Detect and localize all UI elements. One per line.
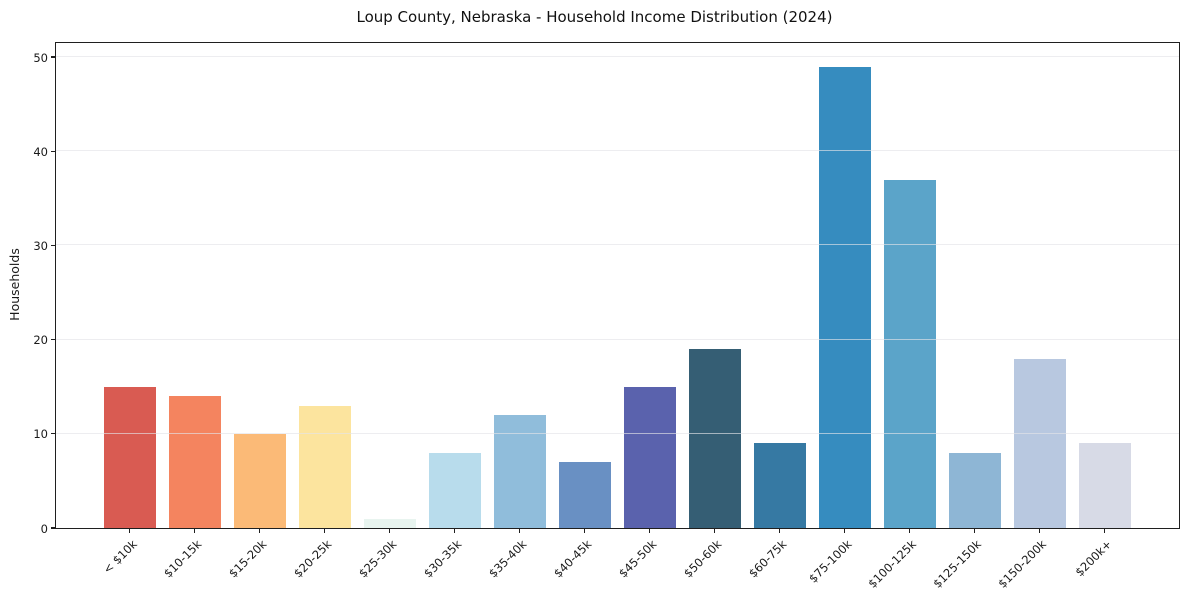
x-tick-label: $20-25k bbox=[290, 537, 335, 581]
x-tick-label: $75-100k bbox=[805, 537, 855, 586]
gridline-y50 bbox=[56, 56, 1179, 58]
x-tick-mark bbox=[193, 528, 196, 533]
x-tick-label: $125-150k bbox=[930, 537, 985, 590]
y-axis-label: Households bbox=[6, 248, 22, 321]
x-tick-label: < $10k bbox=[99, 537, 140, 577]
x-tick-label: $10-15k bbox=[160, 537, 205, 581]
y-tick-label: 10 bbox=[33, 427, 48, 442]
bar-$20-25k bbox=[298, 405, 351, 528]
x-tick-label: $25-30k bbox=[355, 537, 400, 581]
bar-$35-40k bbox=[493, 415, 546, 528]
x-tick-mark bbox=[1103, 528, 1106, 533]
x-tick-mark bbox=[388, 528, 391, 533]
bar-$40-45k bbox=[558, 462, 611, 528]
x-tick-label: $35-40k bbox=[485, 537, 530, 581]
bar-$50-60k bbox=[688, 349, 741, 528]
x-tick-label: $150-200k bbox=[995, 537, 1050, 590]
y-tick-mark bbox=[51, 433, 55, 435]
y-axis-label-wrap: Households bbox=[0, 42, 28, 527]
x-tick-mark bbox=[258, 528, 261, 533]
x-tick-mark bbox=[713, 528, 716, 533]
x-tick-mark bbox=[973, 528, 976, 533]
x-tick-label: $100-125k bbox=[865, 537, 920, 590]
plot-area: 0 10 20 30 40 50 < $10k $10-15k $15-20k $20-25k $2… bbox=[33, 42, 1180, 590]
y-tick-mark bbox=[51, 150, 55, 152]
y-tick-label: 30 bbox=[33, 238, 48, 253]
gridline-y40 bbox=[56, 150, 1179, 152]
y-tick-mark bbox=[51, 527, 55, 529]
bar-$30-35k bbox=[428, 452, 481, 528]
gridline-y30 bbox=[56, 244, 1179, 246]
y-tick-mark bbox=[51, 56, 55, 58]
x-tick-label: $40-45k bbox=[550, 537, 595, 581]
bar-$150-200k bbox=[1013, 358, 1066, 528]
x-tick-label: $15-20k bbox=[225, 537, 270, 581]
y-tick-label: 0 bbox=[40, 521, 48, 536]
y-tick-mark bbox=[51, 244, 55, 247]
bar-$25-30k bbox=[363, 518, 416, 528]
x-tick-mark bbox=[908, 528, 911, 533]
x-tick-label: $45-50k bbox=[615, 537, 660, 581]
bar-$200k+ bbox=[1078, 443, 1131, 528]
chart-title: Loup County, Nebraska - Household Income… bbox=[356, 8, 833, 26]
x-tick-label: $200k+ bbox=[1072, 537, 1115, 580]
y-tick-label: 50 bbox=[33, 50, 48, 65]
bar-$100-125k bbox=[883, 179, 936, 528]
bar-$15-20k bbox=[233, 433, 286, 528]
bar-< $10k bbox=[103, 386, 156, 528]
y-tick-label: 20 bbox=[33, 333, 48, 348]
bar-$60-75k bbox=[753, 443, 806, 528]
x-tick-mark bbox=[583, 528, 586, 533]
x-tick-mark bbox=[778, 528, 781, 533]
bar-$45-50k bbox=[623, 386, 676, 528]
x-tick-mark bbox=[843, 528, 846, 533]
x-tick-label: $50-60k bbox=[680, 537, 725, 581]
x-tick-label: $60-75k bbox=[745, 537, 790, 581]
x-tick-mark bbox=[128, 528, 131, 533]
x-tick-mark bbox=[453, 528, 456, 533]
gridline-y20 bbox=[56, 338, 1179, 340]
x-tick-label: $30-35k bbox=[420, 537, 465, 581]
x-tick-mark bbox=[648, 528, 651, 533]
y-tick-mark bbox=[51, 339, 55, 341]
bar-$125-150k bbox=[948, 452, 1001, 528]
y-tick-label: 40 bbox=[33, 144, 48, 159]
x-tick-mark bbox=[1038, 528, 1041, 533]
bar-$75-100k bbox=[818, 66, 871, 528]
gridline-y10 bbox=[56, 432, 1179, 434]
bar-$10-15k bbox=[168, 396, 221, 528]
x-tick-mark bbox=[323, 528, 326, 533]
x-tick-mark bbox=[518, 528, 521, 533]
